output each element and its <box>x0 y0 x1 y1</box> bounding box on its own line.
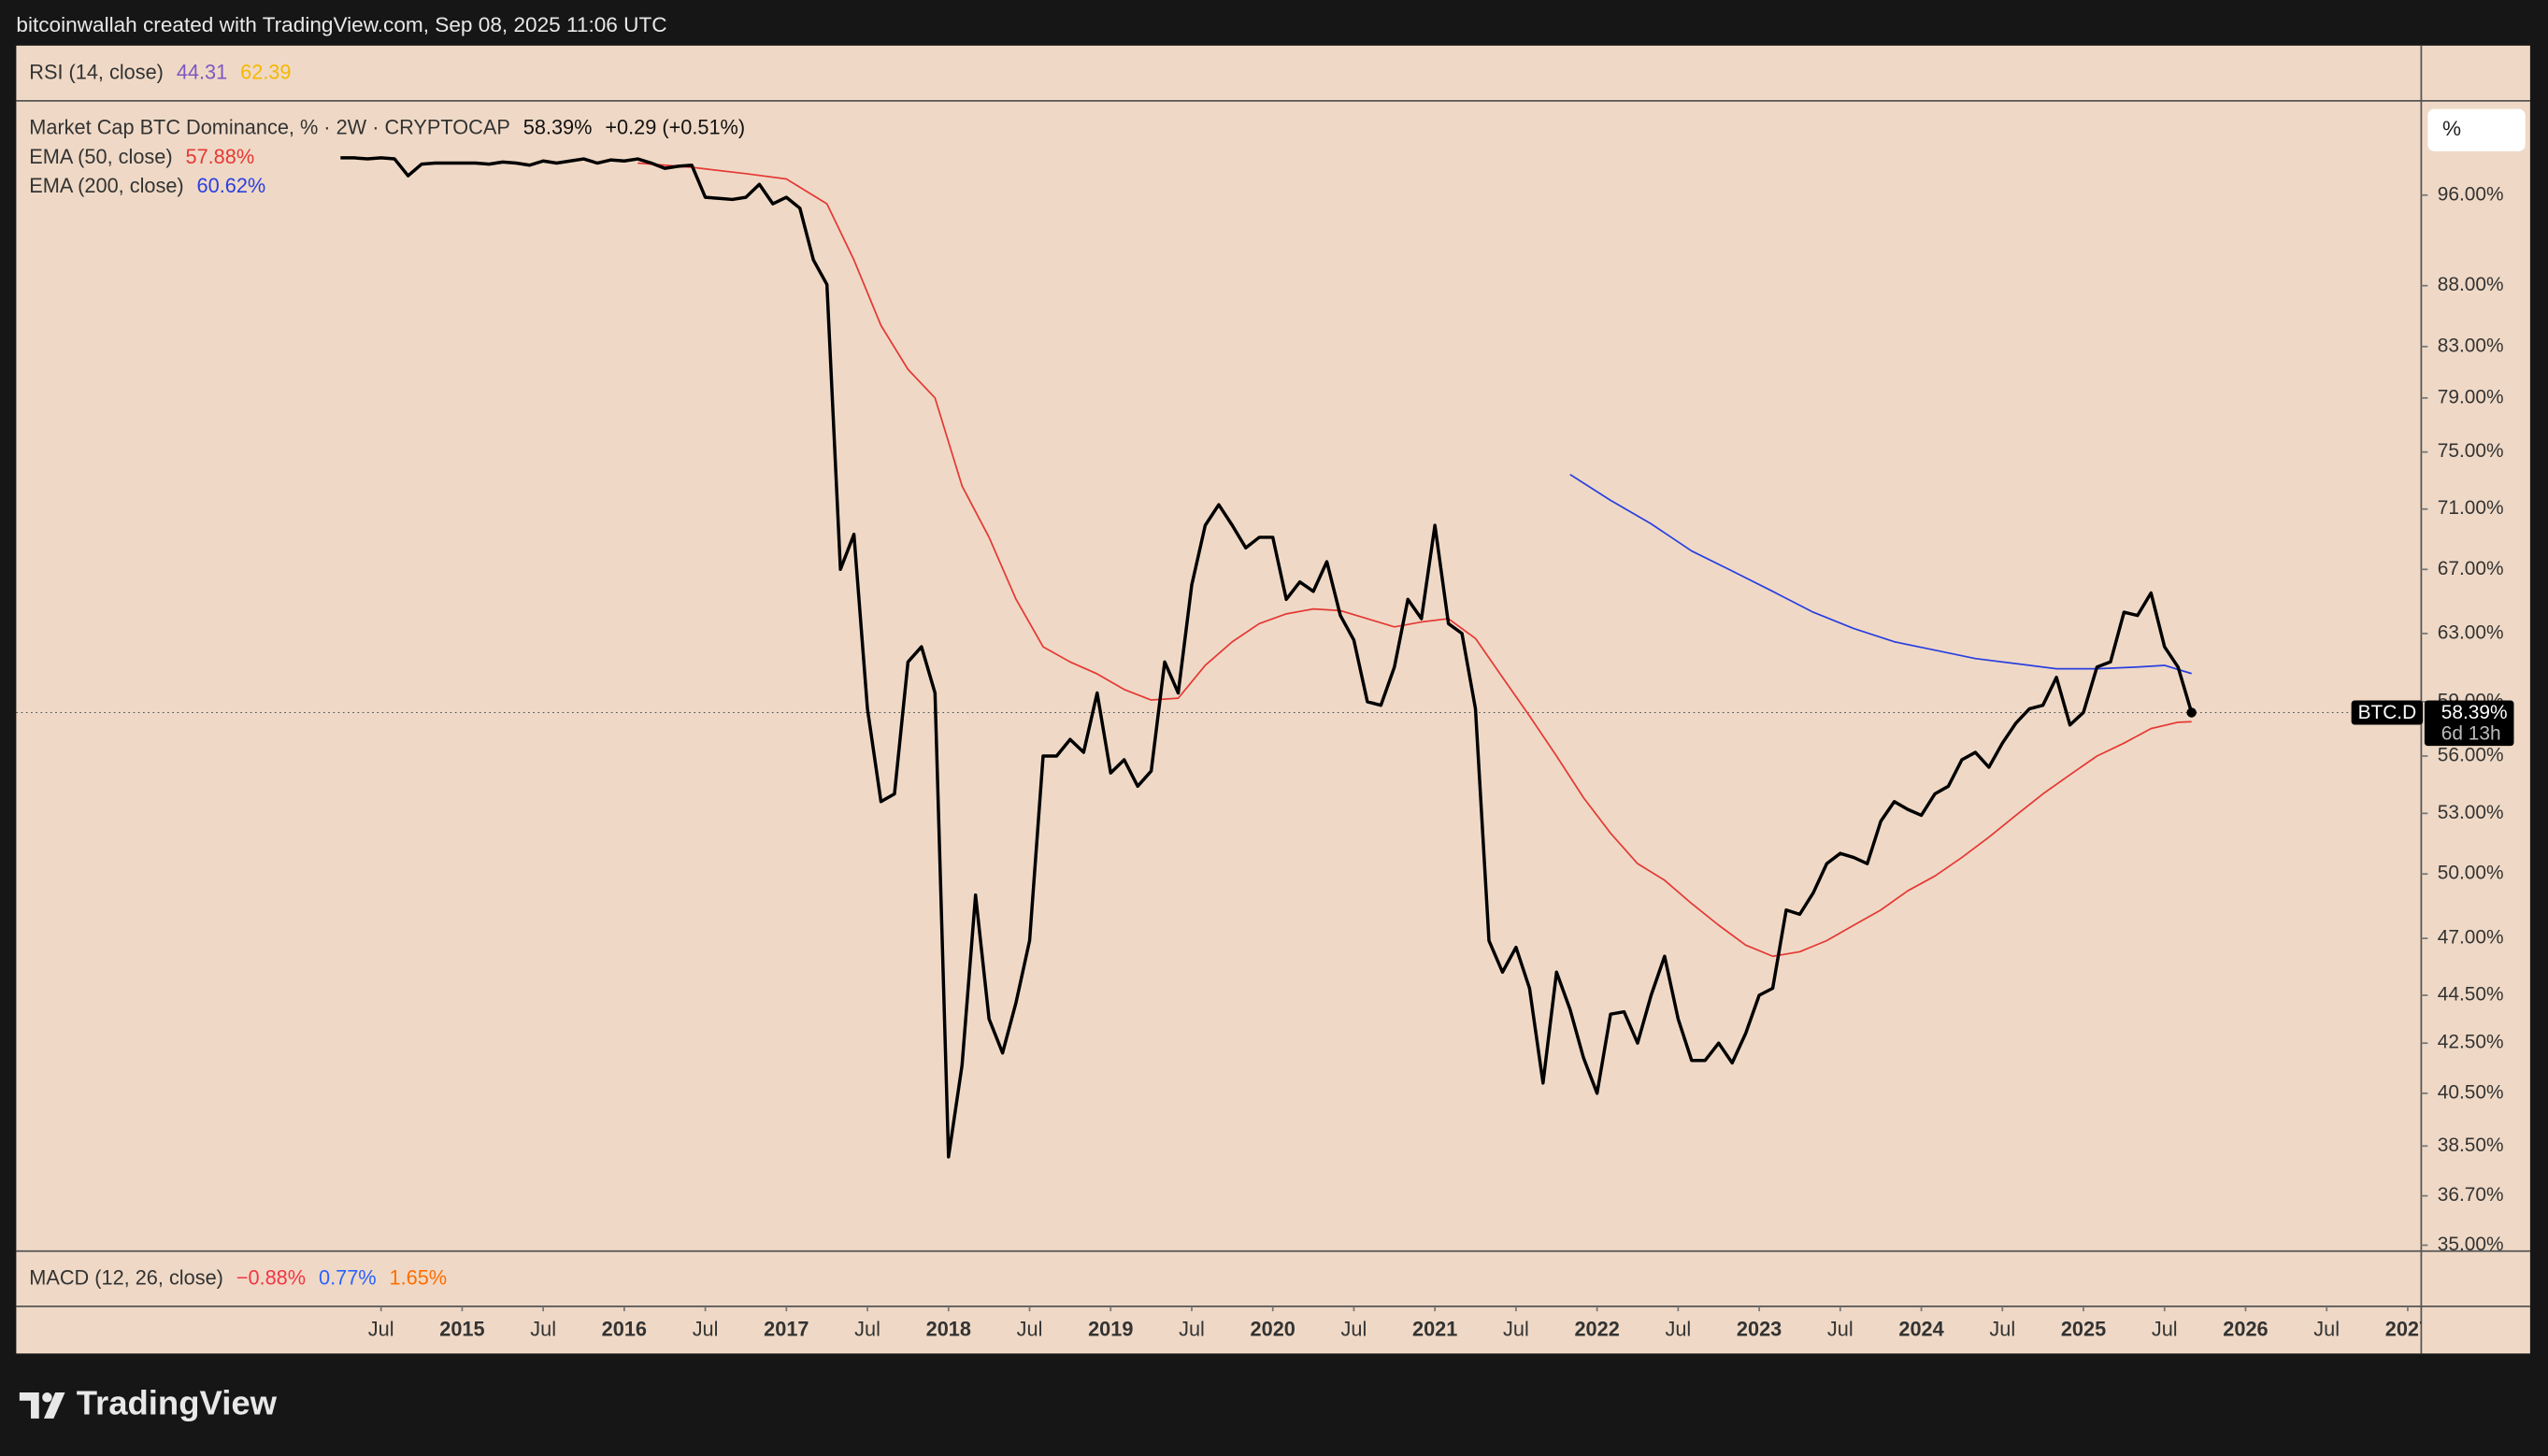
x-tick-label: Jul <box>1341 1318 1367 1341</box>
x-tick-label: Jul <box>2152 1318 2178 1341</box>
x-tick-label: 2027 <box>2385 1318 2430 1341</box>
legend-value: 57.88% <box>185 145 254 168</box>
y-tick-label: 56.00% <box>2438 745 2504 766</box>
indicator-value: 62.39 <box>240 60 291 83</box>
x-tick-label: 2018 <box>926 1318 971 1341</box>
x-tick-label: 2019 <box>1088 1318 1133 1341</box>
x-tick-label: Jul <box>368 1318 394 1341</box>
y-tick-label: 79.00% <box>2438 386 2504 407</box>
y-tick-label: 83.00% <box>2438 335 2504 356</box>
legend-value: 60.62% <box>197 174 266 197</box>
plot <box>16 156 2422 1159</box>
x-tick-label: Jul <box>2313 1318 2340 1341</box>
indicator-value: −0.88% <box>236 1265 306 1289</box>
x-tick-label: 2022 <box>1574 1318 1619 1341</box>
series-legend: Market Cap BTC Dominance, % · 2W · CRYPT… <box>29 115 745 138</box>
y-tick-label: 44.50% <box>2438 984 2504 1006</box>
indicator-name: RSI (14, close) <box>29 60 164 83</box>
chart-area <box>16 45 2530 1354</box>
logo-text: TradingView <box>77 1384 278 1422</box>
legend-change: +0.29 (+0.51%) <box>605 115 745 138</box>
series-line <box>1569 473 2192 675</box>
y-tick-label: 50.00% <box>2438 863 2504 884</box>
x-tick-label: 2026 <box>2223 1318 2268 1341</box>
series-line <box>340 156 2194 1159</box>
y-tick-label: 38.50% <box>2438 1135 2504 1156</box>
symbol: BTC.D <box>2358 702 2417 723</box>
indicator-name: MACD (12, 26, close) <box>29 1265 223 1289</box>
macd-legend: MACD (12, 26, close) −0.88% 0.77% 1.65% <box>29 1265 447 1289</box>
y-tick-label: 47.00% <box>2438 927 2504 949</box>
symbol-box <box>2351 700 2424 725</box>
logo-icon <box>42 1392 52 1403</box>
scale-button[interactable] <box>2427 108 2526 151</box>
rsi-legend: RSI (14, close) 44.31 62.39 <box>29 60 291 83</box>
indicator-value: 44.31 <box>177 60 227 83</box>
series-line <box>637 162 2192 958</box>
legend-name: EMA (200, close) <box>29 174 183 197</box>
x-tick-label: Jul <box>1503 1318 1529 1341</box>
logo: TradingView <box>19 1384 278 1422</box>
y-tick-label: 36.70% <box>2438 1184 2504 1206</box>
x-tick-label: Jul <box>1827 1318 1854 1341</box>
y-tick-label: 75.00% <box>2438 440 2504 462</box>
x-tick-label: 2024 <box>1898 1318 1943 1341</box>
countdown: 6d 13h <box>2441 722 2501 744</box>
time-axis: Jul 2015 Jul 2016 Jul 2017 Jul 2018 Jul 2019 Jul 20… <box>368 1306 2430 1341</box>
x-tick-label: 2021 <box>1412 1318 1457 1341</box>
series-legend: EMA (200, close) 60.62% <box>29 174 265 197</box>
x-tick-label: Jul <box>1989 1318 2015 1341</box>
price-label: BTC.D 58.39% 6d 13h <box>2351 700 2514 747</box>
y-tick-label: 63.00% <box>2438 621 2504 643</box>
indicator-value: 1.65% <box>390 1265 448 1289</box>
x-tick-label: Jul <box>854 1318 880 1341</box>
x-tick-label: 2017 <box>764 1318 809 1341</box>
x-tick-label: 2015 <box>439 1318 484 1341</box>
legend-name: Market Cap BTC Dominance, % · 2W · CRYPT… <box>29 115 510 138</box>
y-tick-label: 88.00% <box>2438 274 2504 295</box>
y-tick-label: 96.00% <box>2438 183 2504 205</box>
y-tick-label: 40.50% <box>2438 1081 2504 1103</box>
x-tick-label: Jul <box>1179 1318 1205 1341</box>
y-tick-label: 71.00% <box>2438 497 2504 519</box>
y-tick-label: 53.00% <box>2438 802 2504 823</box>
x-tick-label: Jul <box>1017 1318 1043 1341</box>
x-tick-label: 2016 <box>602 1318 647 1341</box>
x-tick-label: Jul <box>693 1318 719 1341</box>
y-tick-label: 42.50% <box>2438 1032 2504 1053</box>
x-tick-label: 2020 <box>1251 1318 1295 1341</box>
legend-value: 58.39% <box>523 115 593 138</box>
credit: bitcoinwallah created with TradingView.c… <box>16 13 666 36</box>
x-tick-label: 2025 <box>2061 1318 2106 1341</box>
price-axis: 35.00% 36.70% 38.50% 40.50% 42.50% 44.50% 47.0… <box>2421 183 2504 1255</box>
indicator-value: 0.77% <box>319 1265 377 1289</box>
x-tick-label: 2023 <box>1737 1318 1782 1341</box>
logo-icon <box>19 1392 65 1419</box>
last-value: 58.39% <box>2441 702 2508 723</box>
y-tick-label: 35.00% <box>2438 1234 2504 1255</box>
series-legend: EMA (50, close) 57.88% <box>29 145 254 168</box>
y-tick-label: 67.00% <box>2438 558 2504 579</box>
scale-button-label[interactable]: % <box>2442 117 2461 140</box>
x-tick-label: Jul <box>530 1318 556 1341</box>
x-tick-label: Jul <box>1665 1318 1691 1341</box>
value-box <box>2424 700 2514 747</box>
last-point <box>2186 707 2197 718</box>
legend-name: EMA (50, close) <box>29 145 172 168</box>
